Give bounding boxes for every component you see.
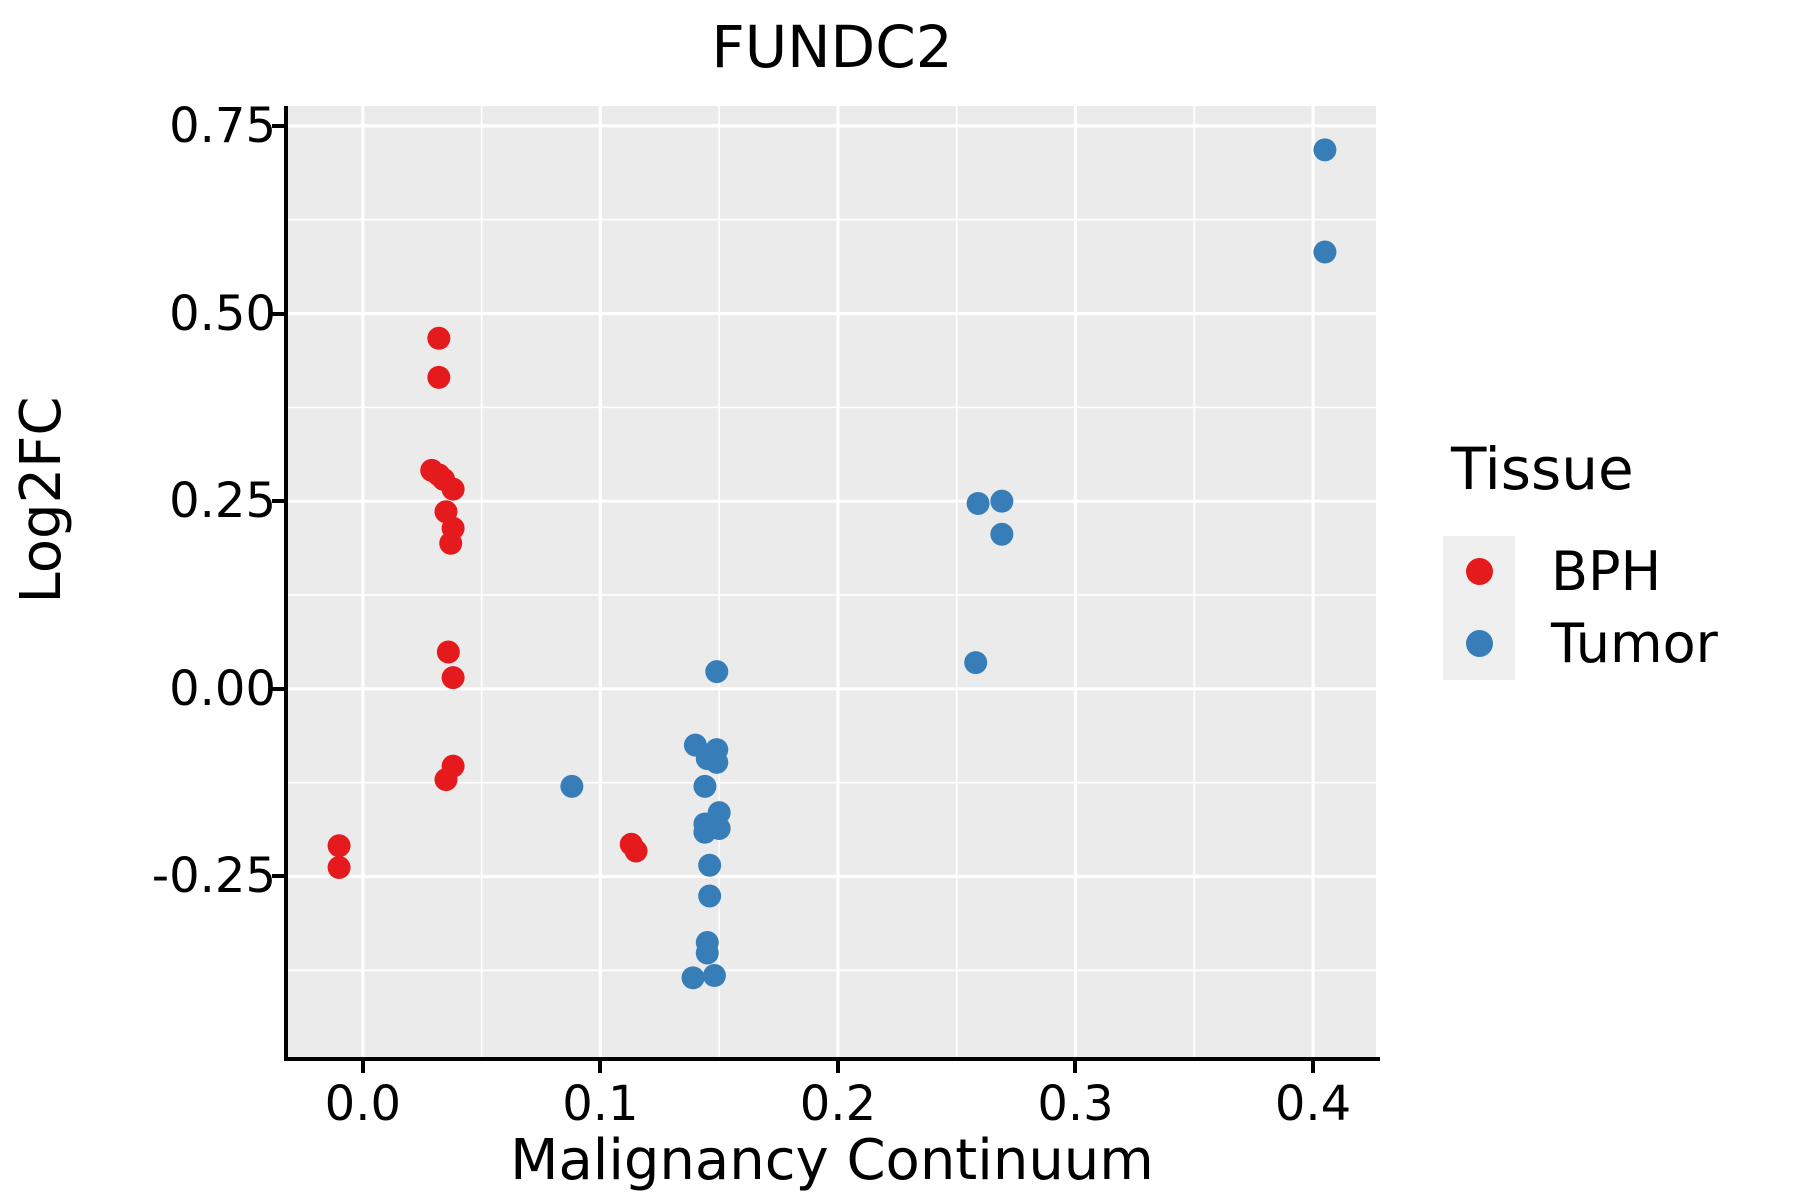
x-tick-label: 0.3 — [1037, 1076, 1114, 1132]
scatter-point-tumor — [966, 491, 990, 515]
scatter-point-bph — [441, 666, 465, 690]
scatter-point-tumor — [681, 966, 705, 990]
legend: Tissue BPH Tumor — [1443, 435, 1718, 680]
scatter-point-tumor — [990, 489, 1014, 513]
x-tick-mark — [1073, 1061, 1078, 1073]
x-tick-mark — [1311, 1061, 1316, 1073]
y-tick-mark — [272, 311, 284, 316]
x-tick-label: 0.4 — [1274, 1076, 1352, 1132]
x-tick-mark — [835, 1061, 840, 1073]
scatter-point-tumor — [702, 964, 726, 988]
x-tick-mark — [360, 1061, 365, 1073]
x-tick-label: 0.1 — [562, 1076, 639, 1132]
legend-title: Tissue — [1451, 435, 1634, 503]
y-tick-label: 0.75 — [169, 97, 276, 154]
legend-entry-bph: BPH — [1443, 535, 1718, 608]
y-axis-line — [284, 106, 288, 1061]
chart-title: FUNDC2 — [711, 13, 953, 81]
scatter-point-tumor — [705, 750, 729, 774]
x-axis-label: Malignancy Continuum — [510, 1128, 1154, 1193]
scatter-point-tumor — [698, 884, 722, 908]
scatter-point-tumor — [560, 774, 584, 798]
x-axis-line — [284, 1057, 1380, 1061]
scatter-point-tumor — [964, 651, 988, 675]
scatter-point-bph — [436, 640, 460, 664]
scatter-point-bph — [434, 768, 458, 792]
scatter-point-bph — [624, 839, 648, 863]
scatter-plot — [288, 106, 1376, 1057]
scatter-point-tumor — [990, 522, 1014, 546]
x-tick-label: 0.2 — [799, 1076, 877, 1132]
y-tick-label: 0.25 — [169, 473, 276, 530]
scatter-point-tumor — [1313, 138, 1337, 162]
scatter-point-bph — [327, 855, 351, 879]
y-tick-label: -0.25 — [151, 848, 276, 905]
x-tick-mark — [598, 1061, 603, 1073]
scatter-point-tumor — [698, 853, 722, 877]
scatter-point-bph — [427, 326, 451, 350]
y-tick-mark — [272, 123, 284, 128]
scatter-point-bph — [441, 477, 465, 501]
scatter-point-bph — [439, 531, 463, 555]
panel-background — [288, 106, 1376, 1057]
tumor-dot-icon — [1465, 630, 1493, 658]
legend-entry-tumor: Tumor — [1443, 607, 1718, 680]
scatter-point-tumor — [693, 774, 717, 798]
scatter-point-tumor — [1313, 240, 1337, 264]
legend-key-tumor — [1443, 607, 1515, 680]
y-tick-mark — [272, 874, 284, 879]
y-tick-label: 0.50 — [169, 285, 276, 342]
scatter-point-bph — [327, 834, 351, 858]
legend-label-bph: BPH — [1551, 539, 1662, 603]
y-tick-mark — [272, 686, 284, 691]
bph-dot-icon — [1465, 558, 1493, 586]
y-tick-label: 0.00 — [169, 660, 276, 717]
scatter-point-tumor — [705, 660, 729, 684]
y-tick-mark — [272, 499, 284, 504]
scatter-point-tumor — [695, 941, 719, 965]
scatter-point-tumor — [693, 820, 717, 844]
x-tick-label: 0.0 — [324, 1076, 401, 1132]
legend-label-tumor: Tumor — [1551, 611, 1718, 675]
legend-key-bph — [1443, 535, 1515, 608]
plot-panel — [288, 106, 1376, 1057]
scatter-point-bph — [427, 365, 451, 389]
